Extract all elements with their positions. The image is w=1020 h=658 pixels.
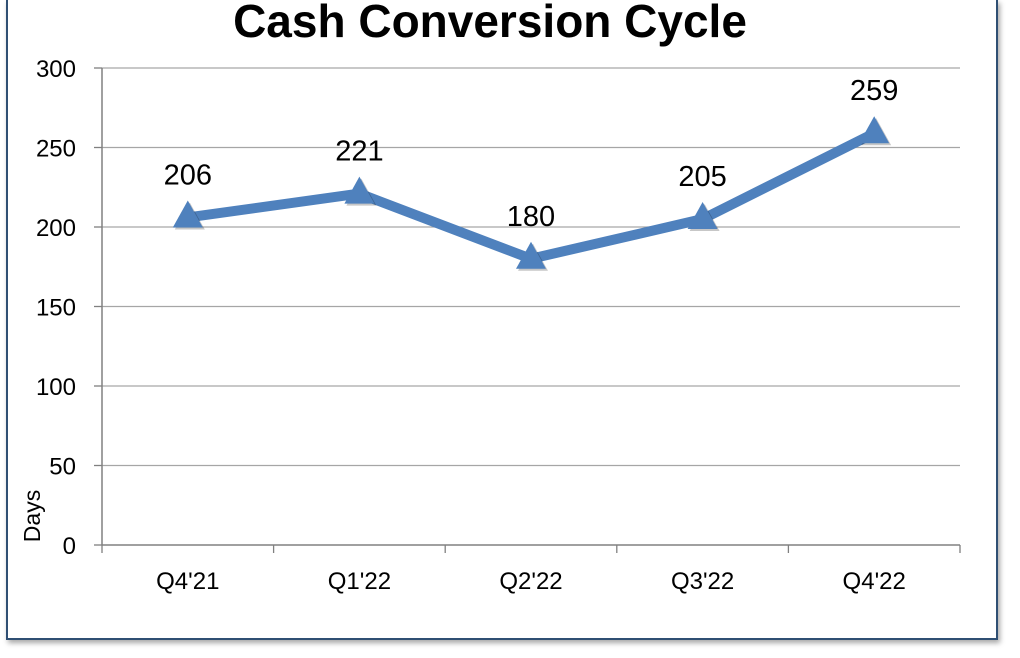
axes — [94, 67, 961, 553]
series-line — [182, 128, 880, 264]
x-tick-label: Q4'21 — [156, 568, 219, 595]
y-tick-label: 250 — [36, 136, 76, 163]
chart-title: Cash Conversion Cycle — [233, 0, 747, 47]
triangle-marker — [516, 241, 546, 269]
triangle-marker — [687, 202, 718, 230]
data-label: 259 — [850, 75, 898, 107]
y-tick-label: 100 — [36, 374, 76, 401]
triangle-marker — [859, 116, 890, 144]
chart-frame — [6, 0, 998, 640]
y-tick-label: 50 — [49, 454, 76, 481]
x-tick-label: Q3'22 — [671, 568, 734, 595]
data-label: 180 — [507, 201, 555, 233]
data-label: 221 — [335, 136, 383, 168]
triangle-marker — [172, 200, 203, 228]
triangle-marker — [344, 176, 375, 204]
y-tick-label: 200 — [36, 215, 76, 242]
markers — [172, 116, 892, 271]
x-tick-labels: Q4'21 Q1'22 Q2'22 Q3'22 Q4'22 — [156, 568, 906, 595]
data-labels: 206 221 180 205 259 — [164, 75, 899, 233]
x-tick-label: Q4'22 — [843, 568, 906, 595]
gridlines — [102, 67, 960, 467]
y-tick-label: 0 — [63, 533, 76, 560]
series-layer — [182, 128, 880, 264]
y-tick-labels: 0 50 100 150 200 250 300 — [36, 56, 76, 560]
data-label: 205 — [678, 161, 726, 193]
x-tick-label: Q1'22 — [328, 568, 391, 595]
y-tick-label: 300 — [36, 56, 76, 83]
x-tick-label: Q2'22 — [499, 568, 562, 595]
data-label: 206 — [164, 159, 212, 191]
y-axis-label: Days — [19, 490, 45, 542]
y-tick-label: 150 — [36, 295, 76, 322]
